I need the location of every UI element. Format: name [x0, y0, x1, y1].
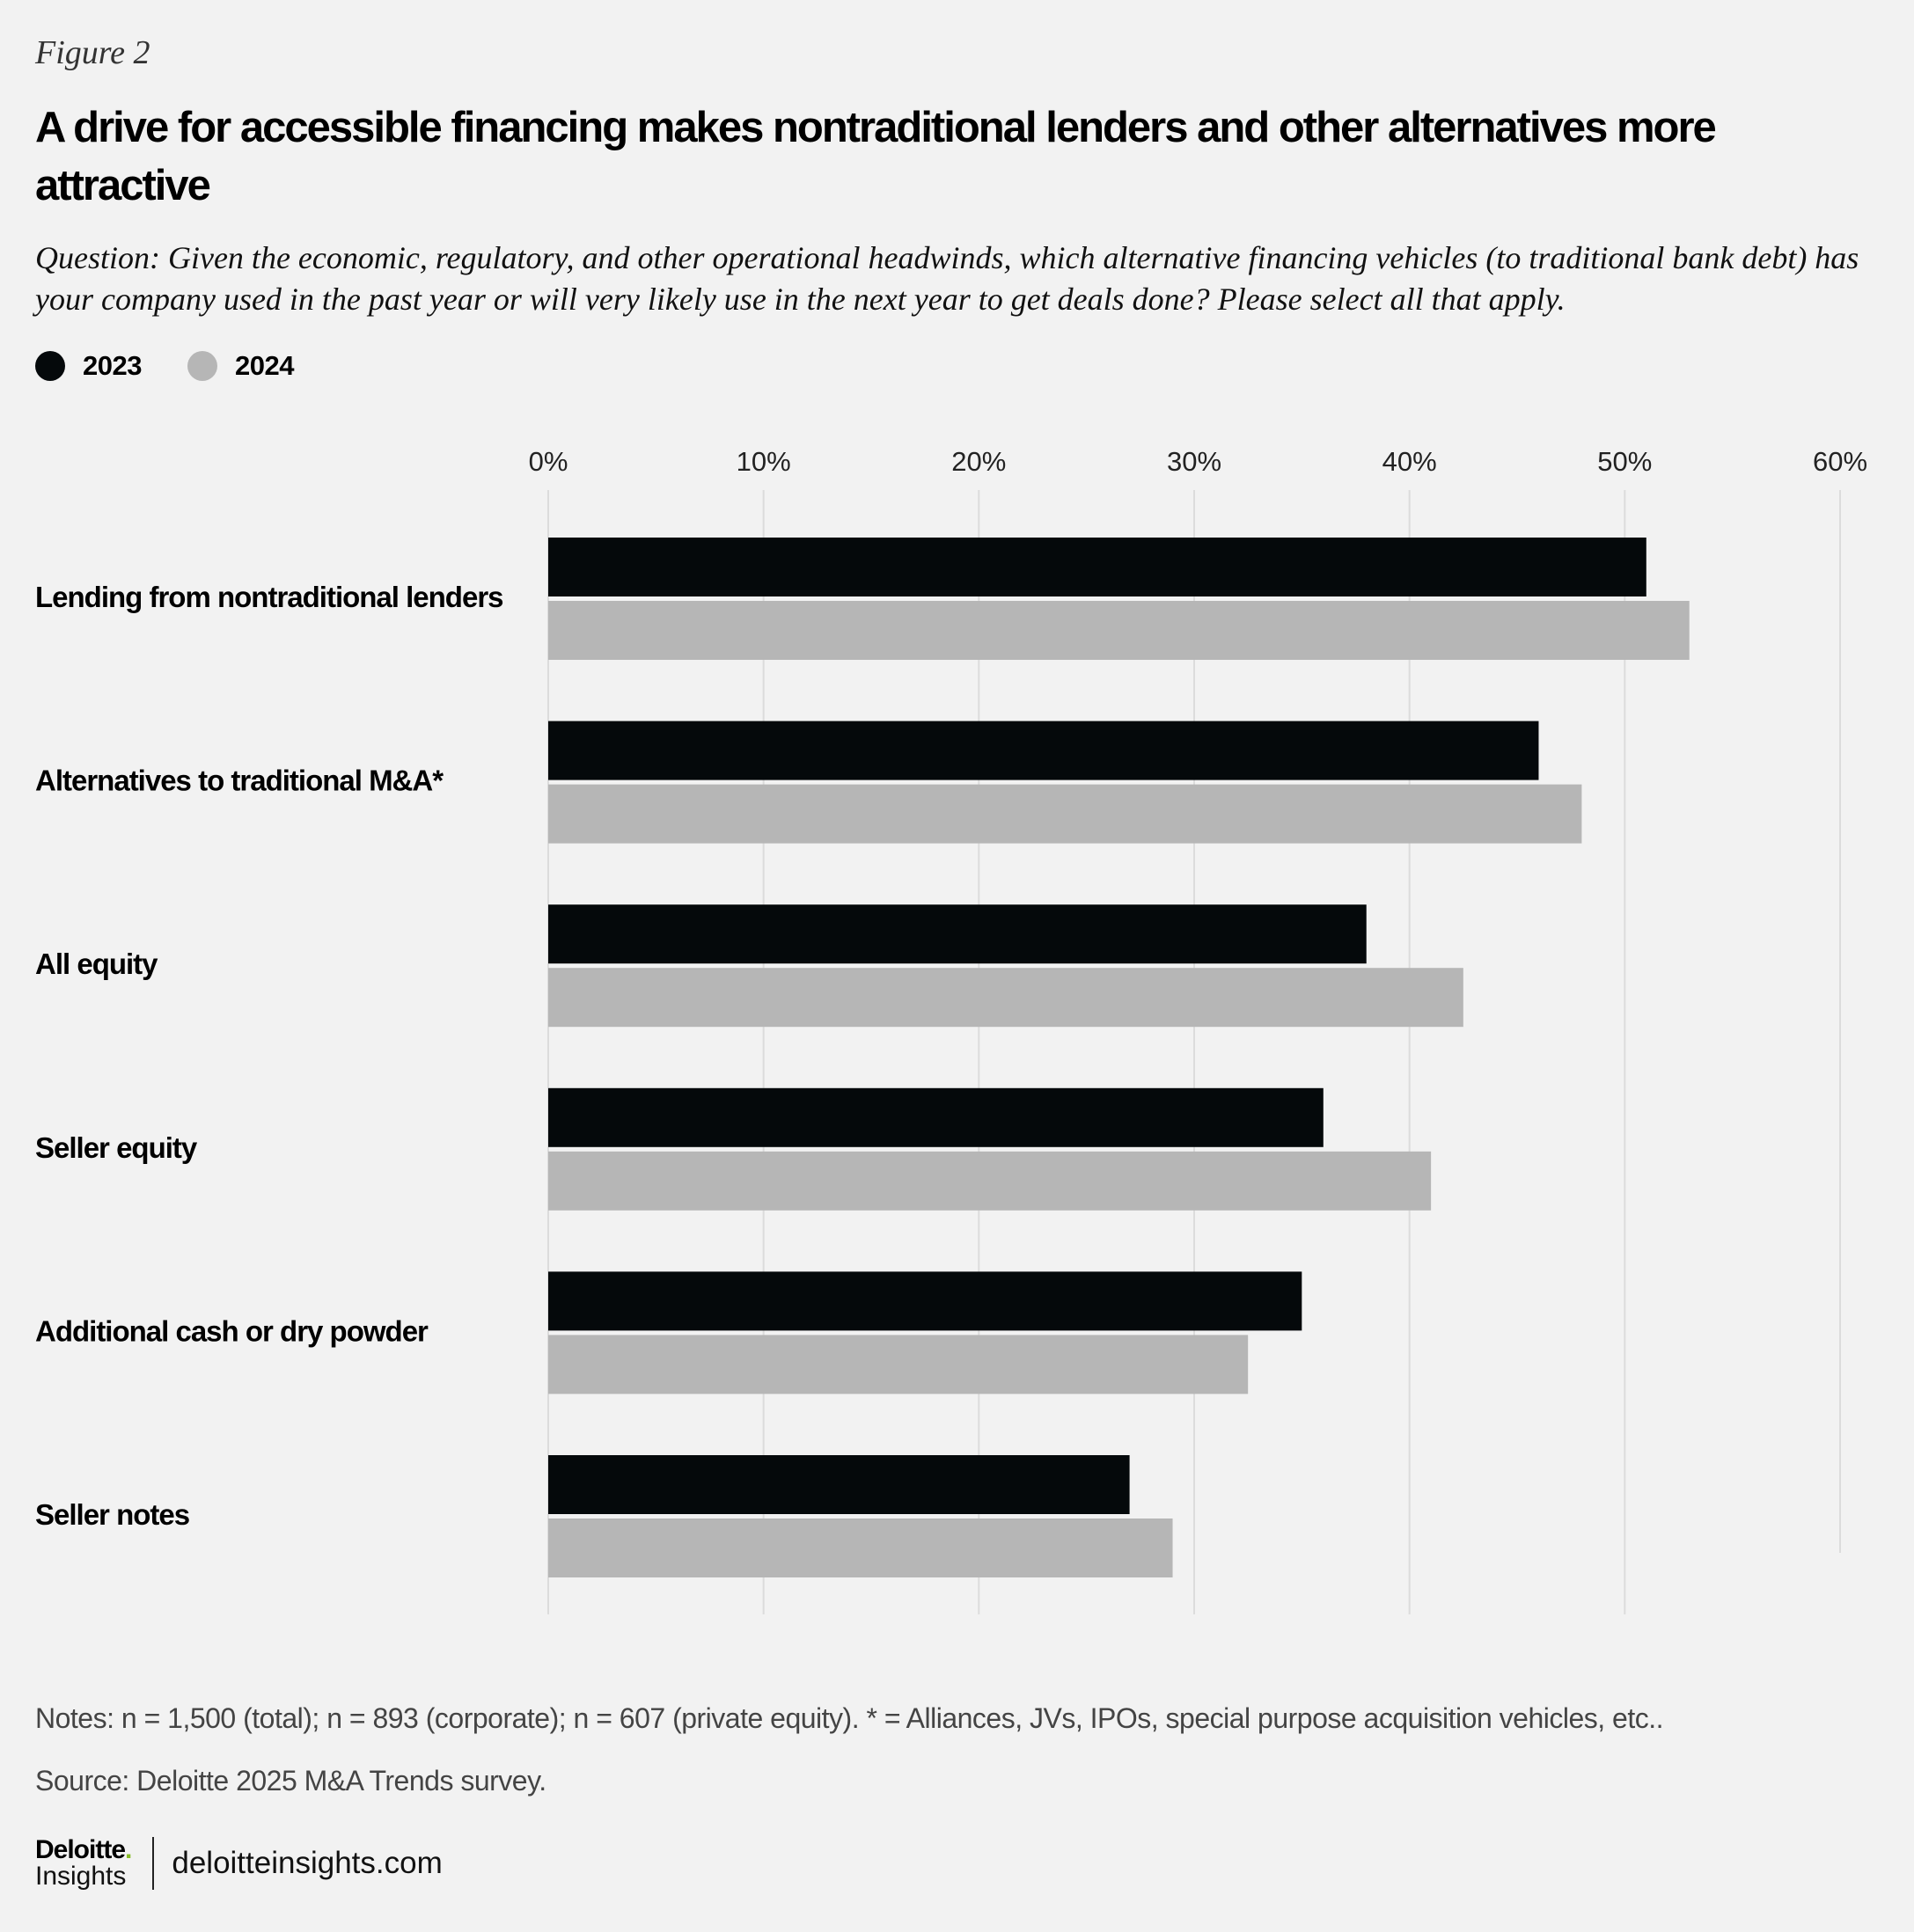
bar-2024: [548, 968, 1463, 1028]
logo-line1: Deloitte: [35, 1835, 126, 1864]
footer-brand: Deloitte. Insights deloitteinsights.com: [35, 1837, 443, 1890]
survey-question: Question: Given the economic, regulatory…: [35, 240, 1859, 317]
category-label: Lending from nontraditional lenders: [35, 581, 503, 613]
bar-2024: [548, 784, 1582, 844]
chart-title: A drive for accessible financing makes n…: [35, 104, 1717, 209]
bar-2023: [548, 538, 1646, 596]
category-label: Seller notes: [35, 1498, 189, 1531]
x-tick-label: 40%: [1382, 446, 1437, 477]
bar-2024: [548, 1335, 1249, 1394]
bar-2024: [548, 601, 1690, 660]
legend-label-2024: 2024: [234, 350, 294, 381]
legend: 2023 2024: [35, 350, 340, 382]
x-tick-label: 10%: [737, 446, 791, 477]
legend-swatch-2023: [35, 351, 65, 381]
notes: Notes: n = 1,500 (total); n = 893 (corpo…: [35, 1702, 1664, 1734]
category-label: Alternatives to traditional M&A*: [35, 765, 444, 797]
bar-2023: [548, 721, 1539, 780]
category-label: Seller equity: [35, 1131, 198, 1164]
x-tick-label: 0%: [529, 446, 568, 477]
bar-2024: [548, 1519, 1173, 1577]
x-tick-label: 60%: [1813, 446, 1867, 477]
x-tick-label: 20%: [951, 446, 1006, 477]
legend-label-2023: 2023: [83, 350, 142, 381]
logo-dot: .: [125, 1835, 132, 1864]
source: Source: Deloitte 2025 M&A Trends survey.: [35, 1765, 546, 1797]
site-link[interactable]: deloitteinsights.com: [172, 1846, 443, 1880]
legend-item-2024: 2024: [187, 350, 294, 382]
logo-line2: Insights: [35, 1862, 127, 1891]
bar-2024: [548, 1151, 1432, 1211]
bar-2023: [548, 1271, 1302, 1331]
bar-2023: [548, 904, 1367, 964]
legend-swatch-2024: [187, 351, 217, 381]
deloitte-insights-logo: Deloitte. Insights: [35, 1835, 132, 1891]
x-tick-label: 30%: [1167, 446, 1221, 477]
bar-2023: [548, 1087, 1324, 1147]
bar-chart: 0% 10% 20% 30% 40% 50% 60% Lending from nontrad…: [35, 446, 1867, 1614]
figure-label: Figure 2: [35, 34, 150, 71]
category-label: Additional cash or dry powder: [35, 1314, 429, 1347]
bar-2023: [548, 1455, 1130, 1514]
x-tick-label: 50%: [1597, 446, 1652, 477]
category-label: All equity: [35, 948, 158, 980]
legend-item-2023: 2023: [35, 350, 142, 382]
divider: [152, 1837, 155, 1890]
